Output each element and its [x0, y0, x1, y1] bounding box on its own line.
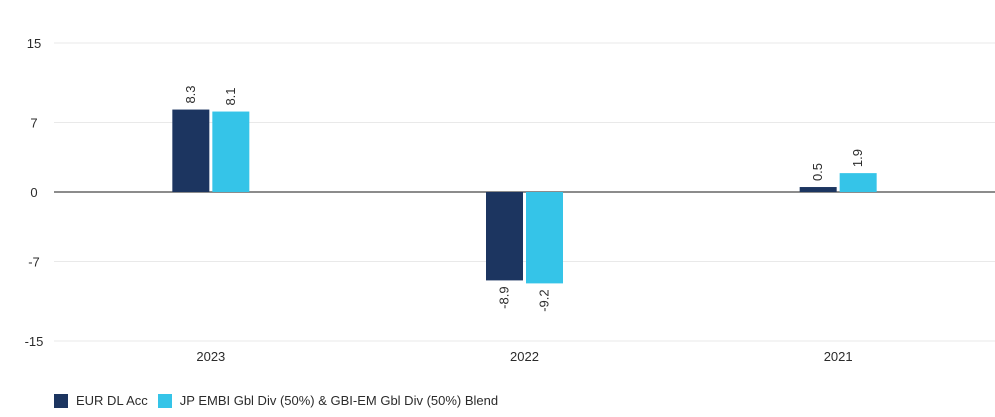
bar-2021-series-1 — [799, 187, 837, 192]
data-label-2023-series-1: 8.3 — [183, 85, 198, 103]
legend-label-series-2: JP EMBI Gbl Div (50%) & GBI-EM Gbl Div (… — [179, 393, 499, 408]
x-tick-label: 2022 — [510, 349, 539, 364]
legend-swatch-series-2 — [157, 393, 172, 408]
data-label-2022-series-1: -8.9 — [497, 286, 512, 308]
x-axis-ticks: 2023 2022 2021 — [196, 349, 852, 364]
data-label-2023-series-2: 8.1 — [223, 87, 238, 105]
bar-2022-series-2 — [526, 192, 563, 284]
data-labels: 8.3 8.1 -8.9 -9.2 0.5 1.9 — [183, 85, 865, 311]
data-label-2021-series-1: 0.5 — [810, 163, 825, 181]
y-tick-label: 7 — [30, 115, 37, 130]
bar-2023-series-1 — [172, 109, 210, 192]
y-tick-label: -7 — [28, 255, 40, 270]
y-axis-ticks: 15 7 0 -7 -15 — [25, 36, 44, 349]
legend: EUR DL Acc JP EMBI Gbl Div (50%) & GBI-E… — [54, 393, 508, 408]
legend-item-series-1: EUR DL Acc — [54, 393, 148, 408]
data-label-2022-series-2: -9.2 — [537, 289, 552, 311]
y-tick-label: -15 — [25, 334, 44, 349]
data-label-2021-series-2: 1.9 — [850, 149, 865, 167]
x-tick-label: 2021 — [824, 349, 853, 364]
legend-item-series-2: JP EMBI Gbl Div (50%) & GBI-EM Gbl Div (… — [157, 393, 499, 408]
bar-2023-series-2 — [212, 111, 250, 192]
bar-2021-series-2 — [839, 173, 877, 192]
bars — [172, 109, 877, 284]
legend-swatch-series-1 — [54, 393, 68, 408]
y-tick-label: 0 — [30, 185, 37, 200]
x-tick-label: 2023 — [196, 349, 225, 364]
gridlines — [54, 42, 995, 342]
bar-2022-series-1 — [486, 192, 523, 281]
y-tick-label: 15 — [27, 36, 41, 51]
legend-label-series-1: EUR DL Acc — [76, 393, 148, 408]
